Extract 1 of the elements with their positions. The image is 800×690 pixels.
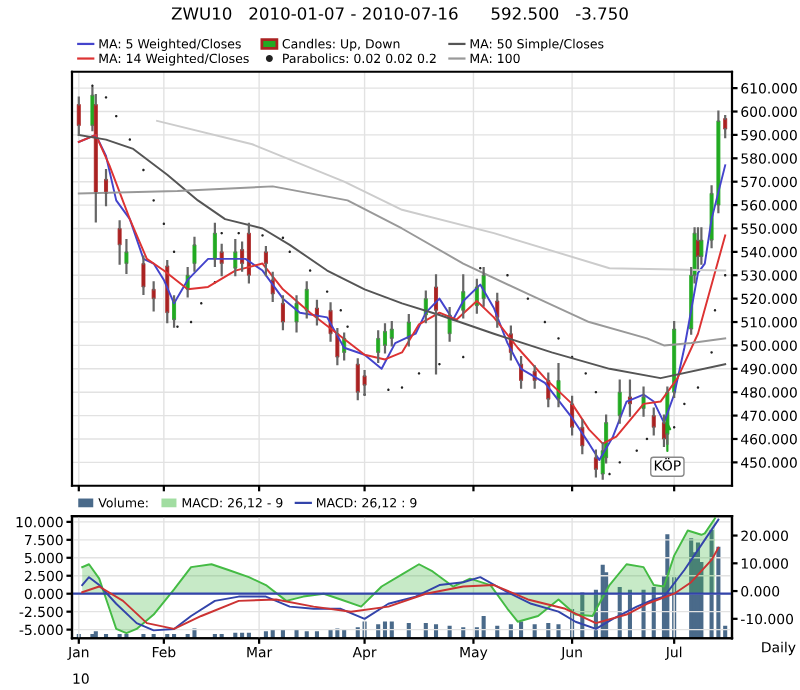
chart-title: ZWU10 2010-01-07 - 2010-07-16 592.500 -3.750 — [171, 7, 628, 20]
